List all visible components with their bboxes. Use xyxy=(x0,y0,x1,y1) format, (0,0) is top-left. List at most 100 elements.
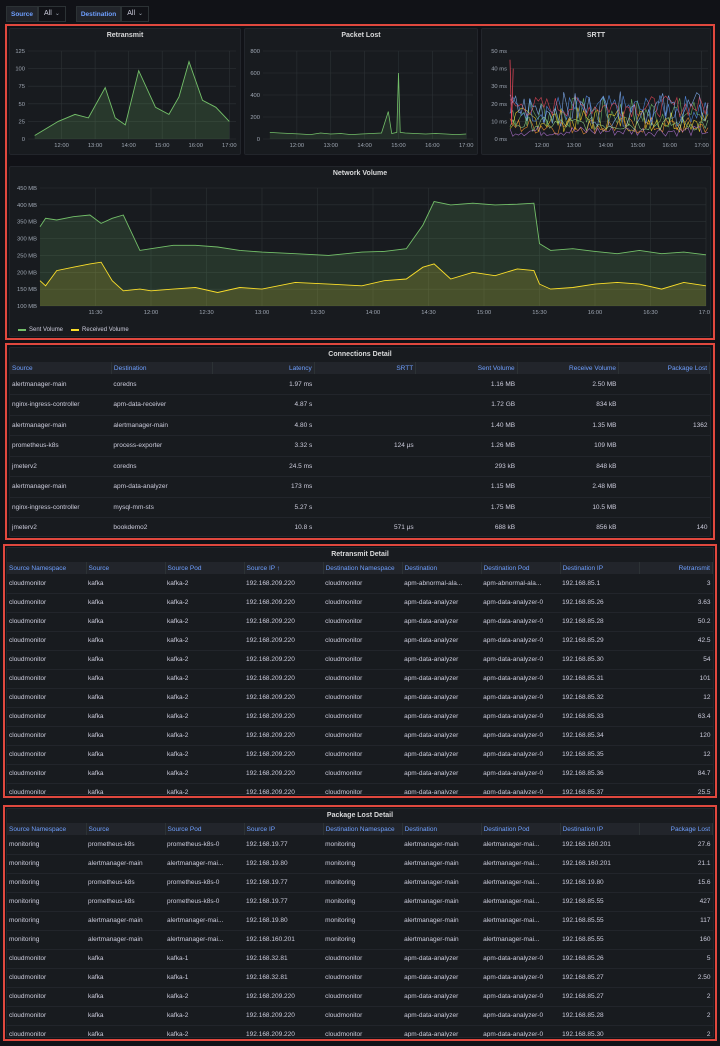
packet-lost-panel[interactable]: Packet Lost 800 600 400 200 0 12:00 13:00 14:00… xyxy=(244,28,478,155)
y-tick-label: 20 ms xyxy=(491,102,507,108)
column-header[interactable]: Sent Volume xyxy=(415,362,518,374)
table-row[interactable]: alertmanager-main coredns 1.97 ms 1.16 MB 2.… xyxy=(10,374,710,395)
series-line xyxy=(34,60,230,136)
table-cell: kafka xyxy=(86,745,166,765)
table-row[interactable]: prometheus-k8s process-exporter 3.32 s 124 … xyxy=(10,435,710,457)
column-header[interactable]: Destination Pod xyxy=(481,562,561,574)
table-cell: apm-data-analyzer-0 xyxy=(481,593,561,613)
table-cell: 1.75 MB xyxy=(415,497,518,518)
column-header[interactable]: Source Pod xyxy=(165,562,245,574)
table-cell: apm-abnormal-ala... xyxy=(481,574,561,594)
column-header[interactable]: Destination xyxy=(402,823,482,835)
table-row[interactable]: alertmanager-main apm-data-analyzer 173 ms… xyxy=(10,476,710,498)
srtt-panel[interactable]: SRTT 50 ms 40 ms 30 ms 20 ms 10 ms 0 ms 12:00 1… xyxy=(481,28,711,155)
column-header[interactable]: Destination IP xyxy=(560,562,640,574)
table-row[interactable]: monitoring prometheus-k8s prometheus-k8s-0… xyxy=(7,835,713,855)
column-header[interactable]: SRTT xyxy=(314,362,417,374)
legend-swatch-received xyxy=(71,329,80,331)
column-header[interactable]: Package Lost xyxy=(618,362,710,374)
table-row[interactable]: cloudmonitor kafka kafka-2 192.168.209.220 c… xyxy=(7,574,713,594)
table-cell: 192.168.19.80 xyxy=(244,854,324,874)
table-row[interactable]: cloudmonitor kafka kafka-2 192.168.209.220 c… xyxy=(7,631,713,651)
table-cell: alertmanager-main xyxy=(402,911,482,931)
table-row[interactable]: cloudmonitor kafka kafka-2 192.168.209.220 c… xyxy=(7,593,713,613)
table-row[interactable]: cloudmonitor kafka kafka-2 192.168.209.220 c… xyxy=(7,612,713,632)
legend-item-sent[interactable]: Sent Volume xyxy=(18,327,63,333)
legend-item-received[interactable]: Received Volume xyxy=(71,327,129,333)
table-row[interactable]: cloudmonitor kafka kafka-2 192.168.209.220 c… xyxy=(7,1006,713,1026)
table-cell: cloudmonitor xyxy=(7,593,87,613)
column-header[interactable]: Source Namespace xyxy=(7,562,87,574)
column-header[interactable]: Source xyxy=(10,362,112,374)
table-row[interactable]: jmeterv2 bookdemo2 10.8 s 571 µs 688 kB 856 k… xyxy=(10,517,710,536)
table-row[interactable]: cloudmonitor kafka kafka-2 192.168.209.220 c… xyxy=(7,688,713,708)
table-cell: 192.168.209.220 xyxy=(244,574,324,594)
table-row[interactable]: cloudmonitor kafka kafka-1 192.168.32.81 clo… xyxy=(7,949,713,969)
table-cell: cloudmonitor xyxy=(7,968,87,988)
column-header[interactable]: Source IP ↑ xyxy=(244,562,324,574)
table-cell xyxy=(618,497,710,518)
table-cell: 192.168.209.220 xyxy=(244,612,324,632)
table-cell: coredns xyxy=(111,374,213,395)
column-header[interactable]: Retransmit xyxy=(639,562,713,574)
table-row[interactable]: nginx-ingress-controller mysql-mm-sts 5.27… xyxy=(10,497,710,518)
package-lost-title: Package Lost Detail xyxy=(326,812,394,819)
table-row[interactable]: cloudmonitor kafka kafka-2 192.168.209.220 c… xyxy=(7,745,713,765)
x-tick-label: 17:00 xyxy=(699,310,711,316)
table-cell: cloudmonitor xyxy=(7,631,87,651)
table-row[interactable]: cloudmonitor kafka kafka-2 192.168.209.220 c… xyxy=(7,987,713,1007)
retransmit-detail-panel[interactable]: Retransmit Detail Source Namespace Source… xyxy=(6,547,714,795)
table-cell: apm-data-analyzer xyxy=(111,476,213,498)
table-cell: apm-data-analyzer xyxy=(402,764,482,784)
table-cell: alertmanager-mai... xyxy=(481,854,561,874)
retransmit-panel[interactable]: Retransmit 125 100 75 50 25 0 12:00 13:00 14:00 1… xyxy=(9,28,241,155)
column-header[interactable]: Source IP xyxy=(244,823,324,835)
column-header[interactable]: Destination xyxy=(111,362,214,374)
table-cell: monitoring xyxy=(7,835,87,855)
table-cell: cloudmonitor xyxy=(7,783,87,794)
table-cell: 571 µs xyxy=(314,517,416,536)
column-header[interactable]: Destination Pod xyxy=(481,823,561,835)
table-cell: alertmanager-main xyxy=(402,835,482,855)
package-lost-highlight xyxy=(3,805,717,1041)
table-row[interactable]: cloudmonitor kafka kafka-1 192.168.32.81 clo… xyxy=(7,968,713,988)
network-volume-panel[interactable]: Network Volume 450 MB 400 MB 350 MB 300 MB 2… xyxy=(9,166,711,337)
table-cell: kafka xyxy=(86,650,166,670)
table-row[interactable]: alertmanager-main alertmanager-main 4.80 s… xyxy=(10,415,710,436)
column-header[interactable]: Package Lost xyxy=(639,823,713,835)
table-row[interactable]: monitoring alertmanager-main alertmanager-… xyxy=(7,854,713,874)
column-header[interactable]: Latency xyxy=(212,362,315,374)
table-row[interactable]: monitoring prometheus-k8s prometheus-k8s-0… xyxy=(7,892,713,912)
table-cell: apm-data-analyzer xyxy=(402,593,482,613)
column-header[interactable]: Source xyxy=(86,823,166,835)
table-row[interactable]: cloudmonitor kafka kafka-2 192.168.209.220 c… xyxy=(7,669,713,689)
column-header[interactable]: Receive Volume xyxy=(517,362,620,374)
connections-panel[interactable]: Connections Detail Source Destination Late… xyxy=(9,347,711,537)
table-row[interactable]: cloudmonitor kafka kafka-2 192.168.209.220 c… xyxy=(7,726,713,746)
table-cell: 192.168.19.77 xyxy=(244,892,324,912)
table-cell: 101 xyxy=(639,669,713,689)
table-row[interactable]: monitoring alertmanager-main alertmanager-… xyxy=(7,930,713,950)
table-cell xyxy=(618,374,710,395)
table-row[interactable]: cloudmonitor kafka kafka-2 192.168.209.220 c… xyxy=(7,650,713,670)
table-row[interactable]: cloudmonitor kafka kafka-2 192.168.209.220 c… xyxy=(7,764,713,784)
table-row[interactable]: jmeterv2 coredns 24.5 ms 293 kB 848 kB xyxy=(10,456,710,477)
column-header[interactable]: Destination Namespace xyxy=(323,823,403,835)
column-header[interactable]: Source Namespace xyxy=(7,823,87,835)
table-cell: apm-data-analyzer-0 xyxy=(481,764,561,784)
source-variable-select[interactable]: All ⌄ xyxy=(38,6,66,22)
table-row[interactable]: cloudmonitor kafka kafka-2 192.168.209.220 c… xyxy=(7,783,713,794)
column-header[interactable]: Destination xyxy=(402,562,482,574)
table-row[interactable]: monitoring alertmanager-main alertmanager-… xyxy=(7,911,713,931)
table-row[interactable]: cloudmonitor kafka kafka-2 192.168.209.220 c… xyxy=(7,1025,713,1037)
column-header[interactable]: Destination Namespace xyxy=(323,562,403,574)
column-header[interactable]: Source Pod xyxy=(165,823,245,835)
column-header[interactable]: Source xyxy=(86,562,166,574)
column-header[interactable]: Destination IP xyxy=(560,823,640,835)
table-row[interactable]: cloudmonitor kafka kafka-2 192.168.209.220 c… xyxy=(7,707,713,727)
destination-variable-select[interactable]: All ⌄ xyxy=(121,6,150,22)
table-row[interactable]: monitoring prometheus-k8s prometheus-k8s-0… xyxy=(7,873,713,893)
table-row[interactable]: nginx-ingress-controller apm-data-receive… xyxy=(10,394,710,416)
table-cell: monitoring xyxy=(323,835,403,855)
package-lost-panel[interactable]: Package Lost Detail Source Namespace Sour… xyxy=(6,808,714,1038)
